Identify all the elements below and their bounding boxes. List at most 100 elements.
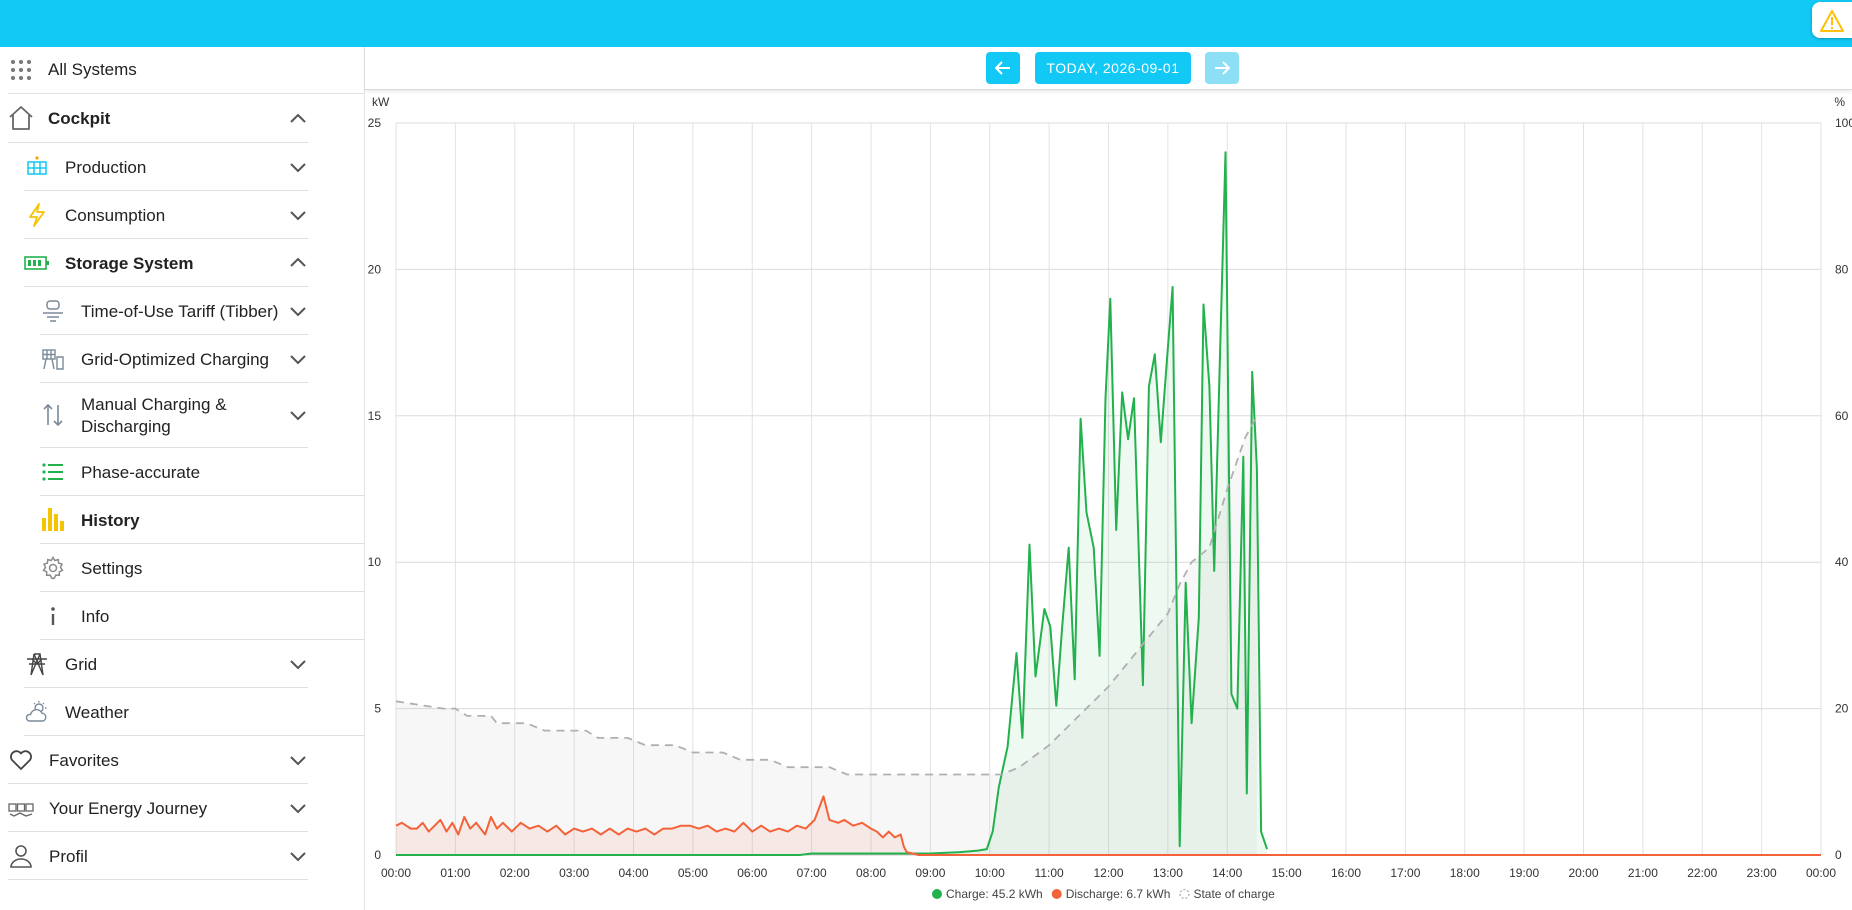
nav-history[interactable]: History [40,496,364,544]
list-icon [40,459,66,485]
date-picker-button[interactable]: TODAY, 2026-09-01 [1035,52,1191,84]
date-navigation: TODAY, 2026-09-01 [365,47,1852,90]
history-panel: TODAY, 2026-09-01 00:00 01:00 02:00 03:00 04… [365,47,1852,910]
state-of-charge-line [395,415,1258,776]
legend-charge-label: Charge: 45.2 kWh [946,887,1043,901]
y-tick-label-left: 20 [368,262,382,276]
x-tick-label: 15:00 [1272,866,1302,880]
home-icon [8,105,34,131]
nav-cockpit-label: Cockpit [48,109,111,128]
nav-production-label: Production [65,158,147,177]
legend-discharge-marker [1051,889,1062,899]
x-tick-label: 01:00 [440,866,470,880]
x-tick-label: 00:00 [1806,866,1836,880]
nav-storage-system[interactable]: Storage System [24,239,308,287]
arrow-left-icon [995,61,1010,75]
x-tick-label: 04:00 [618,866,648,880]
nav-info[interactable]: Info [40,592,364,640]
x-tick-label: 03:00 [559,866,589,880]
x-tick-label: 23:00 [1747,866,1777,880]
chevron-down-icon[interactable] [288,654,308,674]
nav-phase-accurate[interactable]: Phase-accurate [40,448,364,496]
x-tick-label: 16:00 [1331,866,1361,880]
y-tick-label-right: 60 [1835,409,1849,423]
x-tick-label: 18:00 [1450,866,1480,880]
top-bar [0,0,1852,47]
nav-all-systems[interactable]: All Systems [8,47,364,94]
nav-grid[interactable]: Grid [24,640,308,688]
x-tick-label: 02:00 [500,866,530,880]
y-tick-label-right: 20 [1835,702,1849,716]
y-tick-label-left: 5 [374,702,381,716]
nav-grid-label: Grid [65,655,98,674]
state-of-charge-area [396,415,1257,855]
chevron-up-icon[interactable] [288,253,308,273]
x-tick-label: 14:00 [1212,866,1242,880]
chevron-up-icon[interactable] [288,109,308,129]
history-chart[interactable]: 00:00 01:00 02:00 03:00 04:00 05:00 06:00 07:00… [365,89,1852,910]
x-tick-label: 11:00 [1035,866,1064,880]
y-tick-label-left: 25 [368,116,382,130]
legend-state-of-charge-label: State of charge [1193,887,1275,901]
next-day-button[interactable] [1205,52,1239,84]
prev-day-button[interactable] [986,52,1020,84]
nav-cockpit[interactable]: Cockpit [8,95,308,143]
nav-weather[interactable]: Weather [24,688,364,736]
sidebar: All Systems Cockpit Production Consumpti… [0,47,365,910]
chevron-down-icon[interactable] [288,349,308,369]
gear-icon [40,555,66,581]
nav-storage-system-label: Storage System [65,254,194,273]
chevron-down-icon[interactable] [288,301,308,321]
nav-manual-charging-label-line1: Manual Charging & [81,395,227,414]
warning-icon [1820,10,1844,32]
legend-charge[interactable]: Charge: 45.2 kWh [932,887,1043,901]
battery-icon [24,250,50,276]
x-tick-label: 07:00 [797,866,827,880]
nav-tou-tariff[interactable]: Time-of-Use Tariff (Tibber) [40,287,308,335]
weather-cloud-sun-icon [24,699,50,725]
x-tick-label: 20:00 [1568,866,1598,880]
y-tick-label-right: 40 [1835,555,1849,569]
x-tick-label: 21:00 [1628,866,1658,880]
x-tick-label: 22:00 [1687,866,1717,880]
chevron-down-icon[interactable] [288,750,308,770]
chevron-down-icon[interactable] [288,405,308,425]
x-tick-label: 13:00 [1153,866,1183,880]
discharge-area [396,796,1821,855]
nav-all-systems-label: All Systems [48,60,137,79]
y-tick-label-left: 15 [368,409,382,423]
chevron-down-icon[interactable] [288,157,308,177]
nav-grid-optimized-charging-label: Grid-Optimized Charging [81,350,270,369]
chevron-down-icon[interactable] [288,798,308,818]
grid-dots-icon [8,57,34,83]
nav-favorites[interactable]: Favorites [8,736,308,784]
chevron-down-icon[interactable] [288,205,308,225]
bar-chart-icon [40,506,66,532]
nav-settings[interactable]: Settings [40,544,364,592]
nav-manual-charging[interactable]: Manual Charging & Discharging [40,383,308,448]
legend-discharge[interactable]: Discharge: 6.7 kWh [1051,887,1171,901]
legend-state-of-charge[interactable]: State of charge [1179,887,1275,901]
nav-energy-journey[interactable]: Your Energy Journey [8,784,308,832]
y-tick-label-left: 0 [374,848,381,862]
nav-consumption-label: Consumption [65,206,166,225]
warning-button[interactable] [1812,2,1852,38]
right-axis-unit: % [1834,95,1845,109]
nav-favorites-label: Favorites [49,751,119,770]
chevron-down-icon[interactable] [288,846,308,866]
nav-tou-tariff-label: Time-of-Use Tariff (Tibber) [81,302,279,321]
arrow-right-icon [1215,61,1230,75]
nav-profil[interactable]: Profil [8,832,308,880]
nav-phase-accurate-label: Phase-accurate [81,463,201,482]
nav-manual-charging-label-line2: Discharging [81,417,171,436]
power-tower-icon [24,651,50,677]
nav-info-label: Info [81,607,110,626]
x-tick-label: 06:00 [737,866,767,880]
nav-profil-label: Profil [49,847,88,866]
nav-consumption[interactable]: Consumption [24,191,308,239]
nav-production[interactable]: Production [24,143,308,191]
x-tick-label: 12:00 [1093,866,1123,880]
nav-grid-optimized-charging[interactable]: Grid-Optimized Charging [40,335,308,383]
grid-charging-icon [40,346,66,372]
solar-panel-icon [24,154,50,180]
